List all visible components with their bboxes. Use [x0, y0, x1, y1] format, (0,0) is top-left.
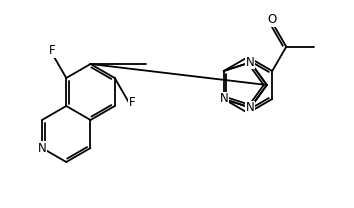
- Text: N: N: [246, 101, 255, 114]
- Text: F: F: [129, 96, 135, 109]
- Text: N: N: [246, 56, 255, 69]
- Text: F: F: [49, 44, 56, 57]
- Text: N: N: [219, 93, 228, 105]
- Text: N: N: [219, 93, 228, 105]
- Text: O: O: [268, 13, 277, 26]
- Text: N: N: [38, 141, 46, 155]
